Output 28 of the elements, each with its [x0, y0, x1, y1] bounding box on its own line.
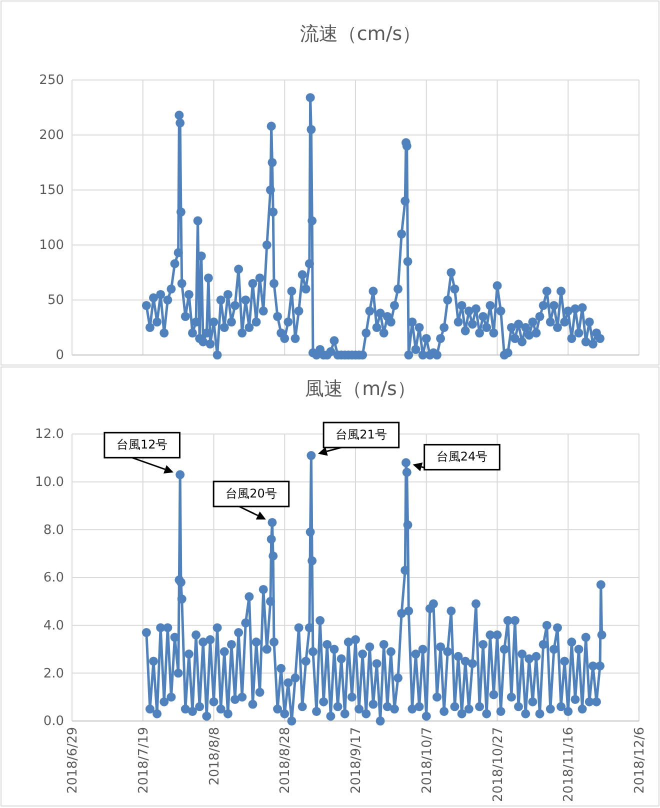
- y-tick-label: 50: [47, 293, 64, 308]
- x-tick-label: 2018/8/8: [207, 727, 222, 786]
- y-tick-label: 2.0: [43, 666, 64, 682]
- y-tick-label: 150: [39, 183, 64, 198]
- annotation: 台風21号: [336, 428, 387, 442]
- y-tick-label: 12.0: [35, 427, 64, 442]
- y-tick-label: 100: [39, 238, 64, 254]
- y-tick-label: 250: [39, 73, 64, 88]
- x-tick-label: 2018/10/7: [420, 727, 435, 794]
- y-tick-label: 6.0: [43, 570, 64, 586]
- x-tick-label: 2018/8/28: [278, 727, 294, 794]
- x-tick-label: 2018/11/16: [562, 727, 577, 802]
- annotation: 台風24号: [436, 450, 488, 464]
- x-tick-label: 2018/9/17: [349, 727, 364, 794]
- x-tick-label: 2018/6/29: [66, 727, 81, 794]
- x-tick-label: 2018/12/6: [632, 727, 648, 794]
- x-tick-label: 2018/7/19: [136, 727, 152, 794]
- y-tick-label: 8.0: [43, 522, 64, 538]
- y-tick-label: 4.0: [43, 618, 64, 634]
- annotation: 台風20号: [226, 486, 277, 500]
- y-tick-label: 10.0: [35, 474, 64, 490]
- x-tick-label: 2018/10/27: [490, 727, 506, 802]
- chart-title: 風速（m/s）: [305, 378, 416, 400]
- y-tick-label: 200: [39, 128, 64, 144]
- chart-title: 流速（cm/s）: [300, 23, 422, 45]
- y-tick-label: 0.0: [43, 714, 64, 730]
- y-tick-label: 0: [56, 348, 64, 364]
- annotation: 台風12号: [116, 438, 168, 452]
